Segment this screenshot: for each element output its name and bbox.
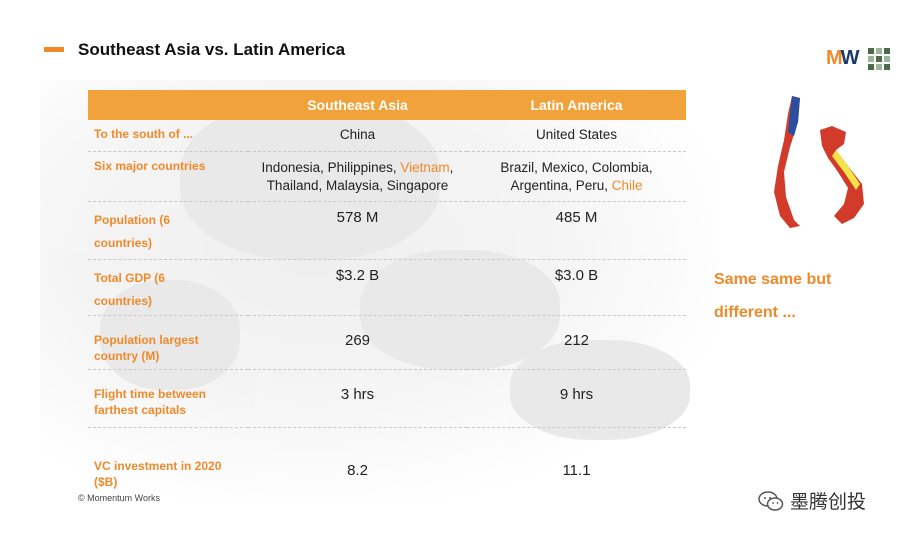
cell-latam: $3.0 B: [467, 259, 686, 316]
column-header-empty: [88, 90, 248, 120]
column-header-sea: Southeast Asia: [248, 90, 467, 120]
logo-w: W: [840, 47, 860, 69]
row-label-line: Population (6: [94, 212, 170, 227]
row-label: Six major countries: [88, 151, 248, 202]
table-row: Six major countries Indonesia, Philippin…: [88, 151, 686, 202]
table-row: Flight time between farthest capitals 3 …: [88, 369, 686, 428]
row-label-line: ($B): [94, 474, 118, 489]
row-label-line: countries): [94, 235, 153, 250]
row-label-line: Population largest: [94, 332, 199, 347]
row-label-line: countries): [94, 293, 153, 308]
logo-m: M: [826, 47, 843, 69]
row-label-line: farthest capitals: [94, 402, 187, 417]
row-label-line: Total GDP (6: [94, 270, 165, 285]
side-caption-line: Same same but: [714, 271, 832, 288]
cell-text: Indonesia, Philippines,: [261, 159, 401, 175]
cell-text: Brazil, Mexico, Colombia,: [500, 159, 653, 175]
cell-latam: 9 hrs: [467, 369, 686, 428]
row-label-line: VC investment in 2020: [94, 458, 222, 473]
table-row: VC investment in 2020 ($B) 8.2 11.1: [88, 427, 686, 499]
wechat-watermark: 墨腾创投: [758, 487, 866, 514]
cell-latam: 11.1: [562, 461, 591, 479]
row-label-line: Flight time between: [94, 386, 207, 401]
momentum-works-logo: MW: [826, 47, 890, 70]
title-accent-bar: [44, 47, 64, 52]
grid-logo-icon: [867, 47, 890, 70]
cell-latam: 485 M: [467, 201, 686, 260]
cell-latam: 212: [467, 315, 686, 370]
cell-sea: 269: [248, 315, 467, 370]
cell-text: Thailand, Malaysia, Singapore: [266, 177, 449, 193]
row-label: VC investment in 2020 ($B): [88, 427, 248, 499]
cell-sea: 8.2: [347, 461, 368, 479]
copyright-footer: © Momentum Works: [78, 493, 160, 503]
watermark-text: 墨腾创投: [790, 492, 867, 513]
table-row: Population (6 countries) 578 M 485 M: [88, 201, 686, 260]
chile-vietnam-maps-image: [774, 96, 864, 228]
cell-latam: Brazil, Mexico, Colombia, Argentina, Per…: [467, 151, 686, 202]
highlight-country: Vietnam: [400, 159, 450, 175]
page-title: Southeast Asia vs. Latin America: [78, 40, 346, 59]
cell-sea: 578 M: [248, 201, 467, 260]
row-label: To the south of ...: [88, 120, 248, 152]
cell-sea: 3 hrs: [248, 369, 467, 428]
row-label: Total GDP (6 countries): [88, 259, 248, 316]
row-label-line: country (M): [94, 348, 160, 363]
wechat-icon: [758, 490, 784, 511]
vietnam-map-yellow-stripe: [832, 150, 860, 190]
table-row: Population largest country (M) 269 212: [88, 315, 686, 370]
cell-latam: United States: [467, 120, 686, 152]
table-header-row: Southeast Asia Latin America: [88, 90, 686, 120]
cell-sea: China: [248, 120, 467, 152]
column-header-latam: Latin America: [467, 90, 686, 120]
cell-text: Argentina, Peru,: [510, 177, 612, 193]
table-row: Total GDP (6 countries) $3.2 B $3.0 B: [88, 259, 686, 316]
highlight-country: Chile: [611, 177, 643, 193]
row-label: Population largest country (M): [88, 315, 248, 370]
row-label: Population (6 countries): [88, 201, 248, 260]
mw-logo-mark: MW: [826, 47, 860, 70]
row-label: Flight time between farthest capitals: [88, 369, 248, 428]
side-caption-line: different ...: [714, 304, 796, 321]
table-row: To the south of ... China United States: [88, 120, 686, 152]
side-caption: Same same but different ...: [714, 263, 854, 329]
comparison-table: Southeast Asia Latin America To the sout…: [88, 90, 686, 499]
cell-text: ,: [449, 159, 454, 175]
vietnam-map-shape: [820, 126, 864, 224]
cell-sea: $3.2 B: [248, 259, 467, 316]
cell-sea: Indonesia, Philippines, Vietnam, Thailan…: [248, 151, 467, 202]
chile-map-blue-stripe: [788, 96, 800, 136]
